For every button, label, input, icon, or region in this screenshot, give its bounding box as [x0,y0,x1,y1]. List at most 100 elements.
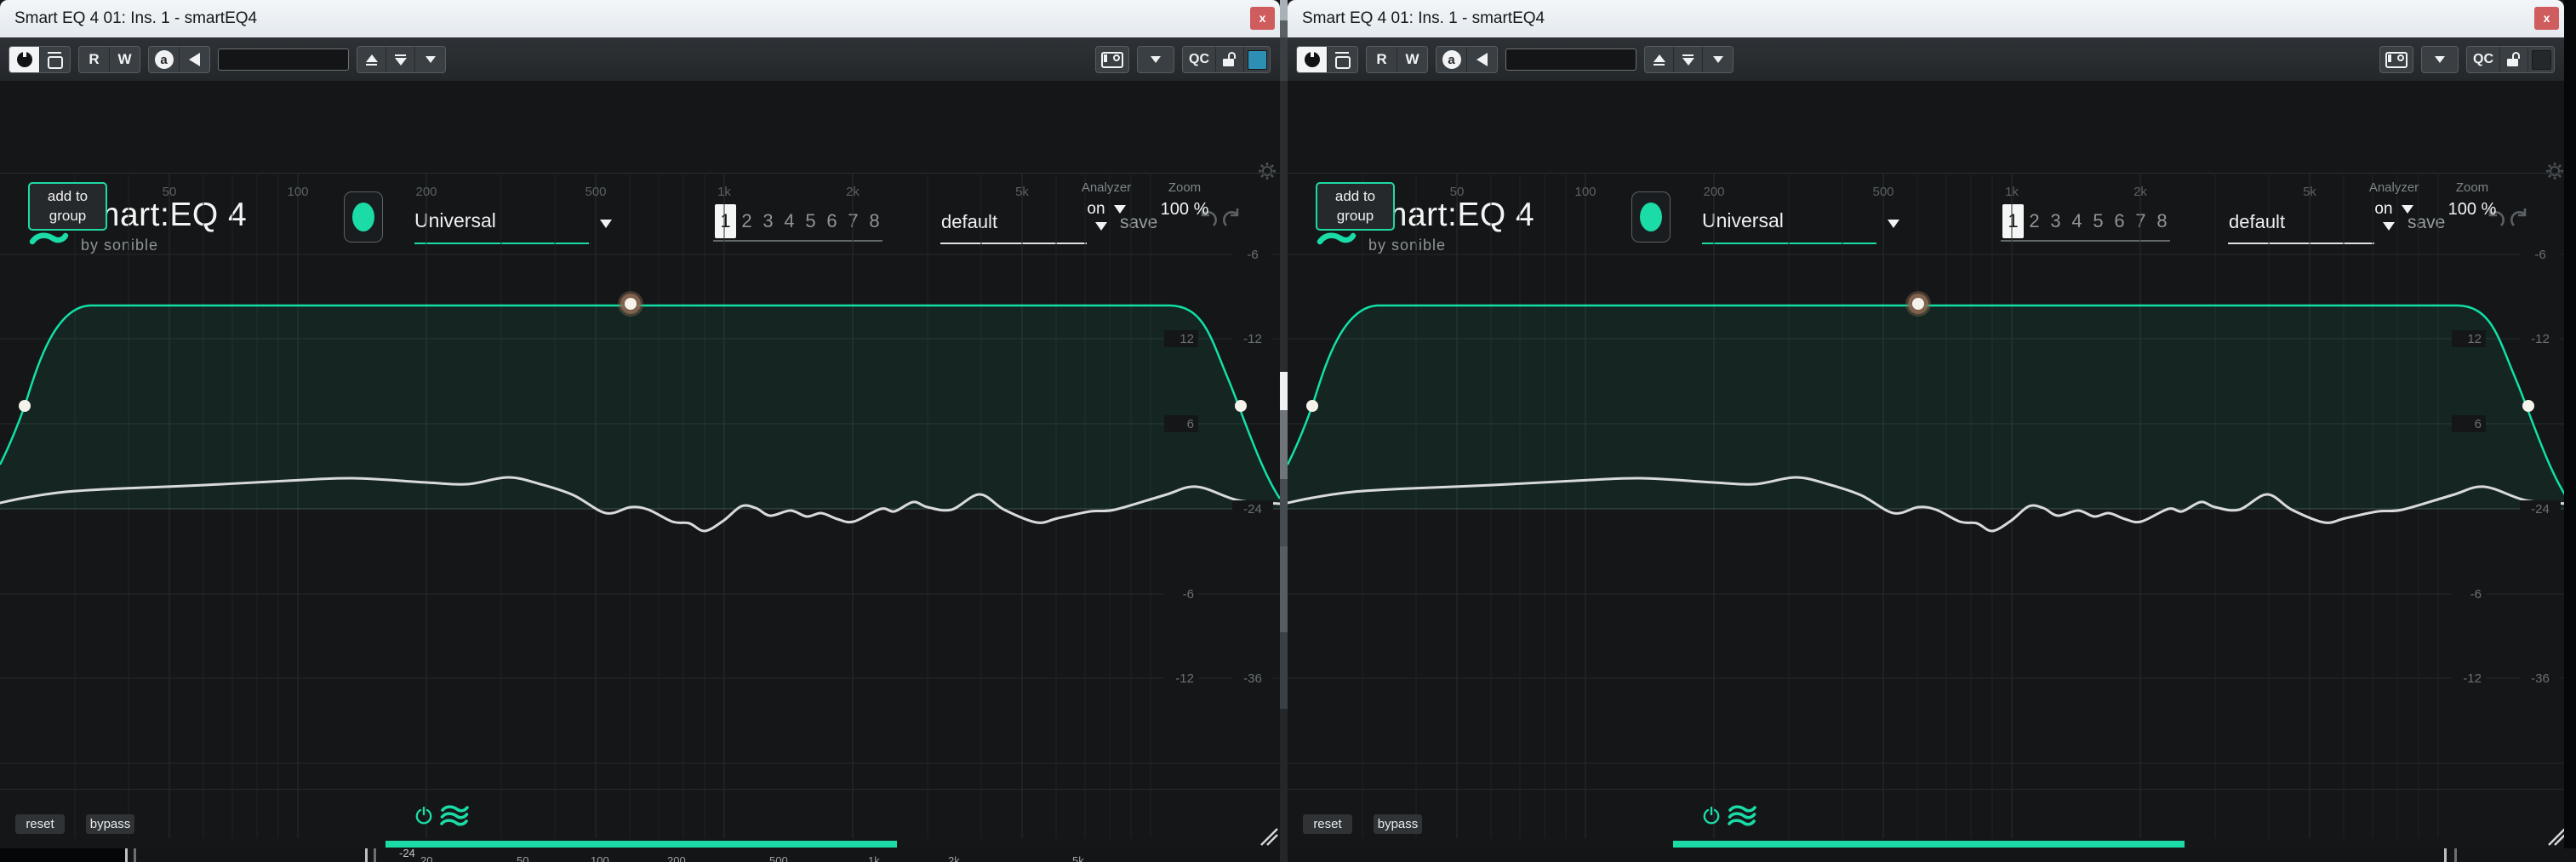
redo-icon[interactable] [2508,207,2532,234]
eq-node-handle[interactable] [19,400,31,412]
analyzer-control[interactable]: Analyzer on [1066,180,1146,219]
profile-dropdown-icon[interactable] [1888,220,1899,228]
profile-color-button[interactable] [344,191,383,243]
eq-node-handle[interactable] [1306,400,1318,412]
preset-dropdown-icon[interactable] [1095,222,1107,231]
preset-slot-5[interactable]: 5 [2093,210,2104,231]
window-resize-gripper[interactable] [1254,822,1280,848]
preset-search-input[interactable] [1505,49,1636,71]
undo-icon[interactable] [2483,207,2507,234]
next-preset-button[interactable] [386,47,414,72]
write-automation-button[interactable]: W [109,47,140,72]
active-band-range-bar[interactable] [1673,841,2185,848]
snapshot-button[interactable] [1096,47,1128,72]
close-button[interactable]: x [1250,7,1275,30]
preset-dropdown-icon[interactable] [2383,222,2395,231]
qc-lock-button[interactable] [2499,47,2527,72]
eq-node-handle[interactable] [2522,400,2534,412]
window-titlebar[interactable]: Smart EQ 4 01: Ins. 1 - smartEQ4 x [1288,0,2564,37]
read-automation-button[interactable]: R [1376,51,1387,67]
settings-gear-icon[interactable] [1256,160,1278,182]
bypass-button[interactable]: bypass [1374,814,1422,834]
reset-button[interactable]: reset [15,814,65,834]
function-menu-button[interactable] [1138,47,1174,72]
qc-focus-button[interactable] [2527,47,2554,72]
add-to-group-button[interactable]: add to group [1316,182,1395,231]
preset-slot-1[interactable]: 1 [2002,204,2024,238]
preset-slot-6[interactable]: 6 [2114,210,2125,231]
plugin-power-button[interactable] [1297,47,1327,72]
write-automation-button[interactable]: W [1397,47,1427,72]
qc-lock-button[interactable] [1215,47,1243,72]
function-menu-button[interactable] [2422,47,2458,72]
zoom-value[interactable]: 100 % [2447,200,2497,219]
analyzer-dropdown-icon[interactable] [2401,205,2413,214]
bypass-button[interactable]: bypass [86,814,134,834]
scrollbar-handle[interactable] [1280,372,1288,410]
add-to-group-button[interactable]: add to group [28,182,107,231]
zoom-control[interactable]: Zoom 100 % [1151,180,1219,220]
smart-filter-wave-icon[interactable] [1727,804,1757,828]
undo-icon[interactable] [1196,207,1219,234]
preset-name[interactable]: default [2229,211,2286,232]
preset-slot-8[interactable]: 8 [869,210,880,231]
preset-slot-3[interactable]: 3 [2050,210,2061,231]
qc-focus-button[interactable] [1243,47,1270,72]
zoom-value[interactable]: 100 % [1160,200,1209,219]
next-preset-button[interactable] [1673,47,1702,72]
preset-slot-6[interactable]: 6 [826,210,837,231]
eq-node-handle[interactable] [1912,298,1924,310]
eq-graph[interactable]: 50 100 200 500 1k 2k 5k 12 6 -6 -12 -6 -12 -24 -36 [0,173,1280,838]
window-titlebar[interactable]: Smart EQ 4 01: Ins. 1 - smartEQ4 x [0,0,1280,37]
profile-dropdown-icon[interactable] [600,220,612,228]
reset-button[interactable]: reset [1303,814,1352,834]
analyzer-value[interactable]: on [1087,200,1105,218]
eq-graph[interactable]: 50 100 200 500 1k 2k 5k 12 6 -6 -12 -6 -12 -24 -36 [1288,173,2564,838]
vertical-scrollbar[interactable] [1280,0,1288,862]
previous-preset-button[interactable] [357,47,386,72]
preset-slot-3[interactable]: 3 [763,210,774,231]
monitor-bypass-button[interactable] [39,47,70,72]
previous-preset-button[interactable] [1645,47,1673,72]
preset-slot-2[interactable]: 2 [741,210,752,231]
preset-menu-button[interactable] [1702,47,1733,72]
preset-search-input[interactable] [218,49,349,71]
ab-compare-button[interactable]: a [149,47,179,72]
copy-ab-button[interactable] [1466,47,1497,72]
preset-slot-5[interactable]: 5 [805,210,816,231]
plugin-power-button[interactable] [9,47,39,72]
active-band-range-bar[interactable] [386,841,897,848]
preset-menu-button[interactable] [414,47,445,72]
profile-name[interactable]: Universal [1702,209,1784,231]
profile-name[interactable]: Universal [414,209,496,231]
close-button[interactable]: x [2534,7,2559,30]
monitor-bypass-button[interactable] [1327,47,1357,72]
save-button[interactable]: save [1120,213,1158,232]
band-power-icon[interactable] [414,807,433,825]
analyzer-control[interactable]: Analyzer on [2354,180,2434,219]
smart-filter-wave-icon[interactable] [439,804,470,828]
preset-slot-4[interactable]: 4 [2071,210,2082,231]
qc-button[interactable]: QC [2473,52,2493,66]
settings-gear-icon[interactable] [2544,160,2564,182]
snapshot-button[interactable] [2380,47,2413,72]
preset-slot-1[interactable]: 1 [715,204,736,238]
eq-node-handle[interactable] [1235,400,1247,412]
band-power-icon[interactable] [1702,807,1721,825]
read-automation-button[interactable]: R [89,51,100,67]
window-resize-gripper[interactable] [2542,822,2564,848]
analyzer-value[interactable]: on [2374,200,2393,218]
copy-ab-button[interactable] [179,47,209,72]
preset-slot-8[interactable]: 8 [2156,210,2168,231]
qc-button[interactable]: QC [1189,52,1209,66]
preset-slot-2[interactable]: 2 [2029,210,2040,231]
profile-color-button[interactable] [1631,191,1671,243]
redo-icon[interactable] [1220,207,1244,234]
preset-slot-4[interactable]: 4 [784,210,795,231]
eq-node-handle[interactable] [625,298,637,310]
ab-compare-button[interactable]: a [1437,47,1466,72]
preset-name[interactable]: default [941,211,998,232]
save-button[interactable]: save [2408,213,2446,232]
analyzer-dropdown-icon[interactable] [1113,205,1126,214]
zoom-control[interactable]: Zoom 100 % [2438,180,2506,220]
